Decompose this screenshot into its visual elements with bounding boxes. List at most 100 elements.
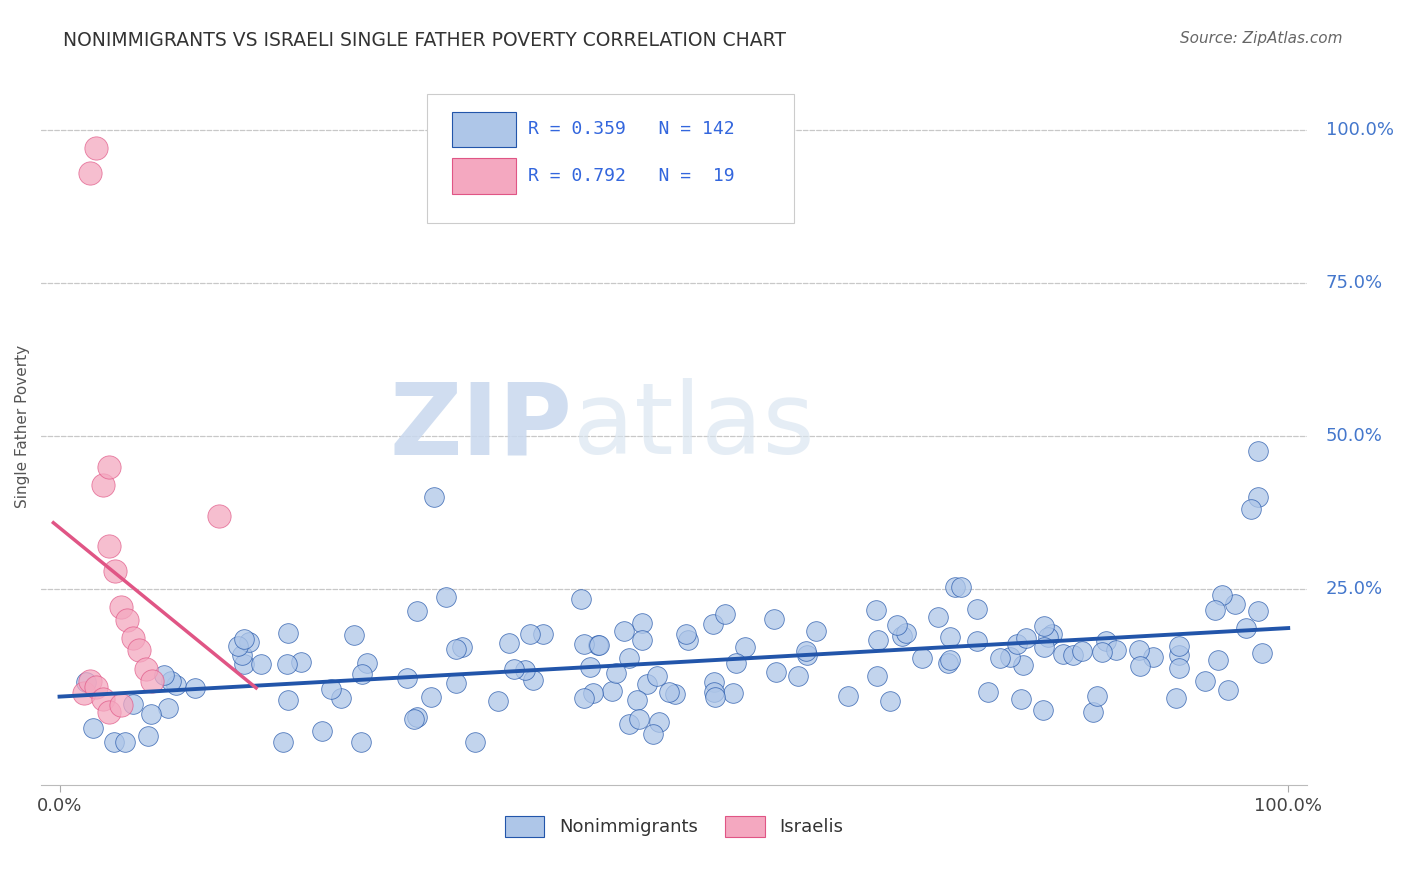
Point [522, 673, 544, 688]
Point [966, 602, 988, 616]
Point [1129, 658, 1152, 673]
Point [1167, 661, 1189, 675]
Point [571, 591, 593, 606]
Point [645, 669, 668, 683]
Point [702, 617, 724, 632]
Point [276, 657, 298, 672]
Point [1012, 657, 1035, 672]
Point [866, 633, 889, 648]
Point [725, 656, 748, 670]
Text: NONIMMIGRANTS VS ISRAELI SINGLE FATHER POVERTY CORRELATION CHART: NONIMMIGRANTS VS ISRAELI SINGLE FATHER P… [63, 31, 786, 50]
Point [714, 607, 737, 622]
FancyBboxPatch shape [453, 112, 516, 147]
Point [233, 657, 256, 671]
Point [617, 651, 640, 665]
Point [588, 638, 610, 652]
Point [231, 648, 253, 663]
Point [1194, 673, 1216, 688]
Point [498, 636, 520, 650]
Point [866, 669, 889, 683]
Point [420, 690, 443, 705]
Point [250, 657, 273, 671]
Point [998, 649, 1021, 664]
Point [464, 735, 486, 749]
Point [1128, 643, 1150, 657]
Point [626, 693, 648, 707]
Point [232, 632, 254, 646]
Point [86, 141, 108, 155]
Point [152, 668, 174, 682]
Point [531, 626, 554, 640]
Text: R = 0.792   N =  19: R = 0.792 N = 19 [529, 167, 735, 185]
Text: 50.0%: 50.0% [1326, 427, 1382, 445]
Point [734, 640, 756, 654]
Point [1070, 644, 1092, 658]
Point [627, 712, 650, 726]
Point [396, 671, 419, 685]
Point [896, 626, 918, 640]
Point [582, 686, 605, 700]
Point [139, 706, 162, 721]
Text: 75.0%: 75.0% [1326, 274, 1382, 292]
Point [79, 166, 101, 180]
Point [796, 644, 818, 658]
Point [939, 653, 962, 667]
Point [572, 691, 595, 706]
Point [676, 632, 699, 647]
Point [503, 662, 526, 676]
Point [658, 685, 681, 699]
Point [115, 613, 138, 627]
Point [91, 478, 114, 492]
Point [184, 681, 207, 695]
Point [97, 539, 120, 553]
Point [1010, 691, 1032, 706]
Point [988, 651, 1011, 665]
Point [228, 640, 250, 654]
Point [664, 687, 686, 701]
Point [936, 656, 959, 670]
Point [1206, 652, 1229, 666]
Text: ZIP: ZIP [389, 378, 572, 475]
Point [122, 631, 145, 645]
Point [636, 677, 658, 691]
Point [837, 689, 859, 703]
Point [865, 603, 887, 617]
Point [1105, 642, 1128, 657]
Point [1246, 490, 1268, 504]
Y-axis label: Single Father Poverty: Single Father Poverty [15, 345, 30, 508]
Point [605, 665, 627, 680]
Point [786, 669, 808, 683]
Point [79, 673, 101, 688]
Point [330, 690, 353, 705]
Point [97, 459, 120, 474]
Point [110, 600, 132, 615]
Point [122, 697, 145, 711]
Point [927, 610, 949, 624]
Point [128, 643, 150, 657]
Point [1015, 631, 1038, 645]
Point [319, 681, 342, 696]
Point [976, 685, 998, 699]
Point [703, 674, 725, 689]
Point [949, 580, 972, 594]
Point [911, 651, 934, 665]
Point [704, 690, 727, 704]
Point [1218, 682, 1240, 697]
Point [1204, 603, 1226, 617]
Point [619, 716, 641, 731]
Point [641, 726, 664, 740]
Point [586, 639, 609, 653]
Point [290, 655, 312, 669]
Text: Source: ZipAtlas.com: Source: ZipAtlas.com [1180, 31, 1343, 46]
Point [1032, 619, 1054, 633]
Point [1091, 645, 1114, 659]
Point [765, 665, 787, 680]
Point [423, 490, 446, 504]
Point [97, 705, 120, 719]
Point [1062, 648, 1084, 662]
Point [1240, 502, 1263, 516]
Point [703, 685, 725, 699]
Point [103, 735, 125, 749]
Point [238, 635, 260, 649]
Point [343, 628, 366, 642]
